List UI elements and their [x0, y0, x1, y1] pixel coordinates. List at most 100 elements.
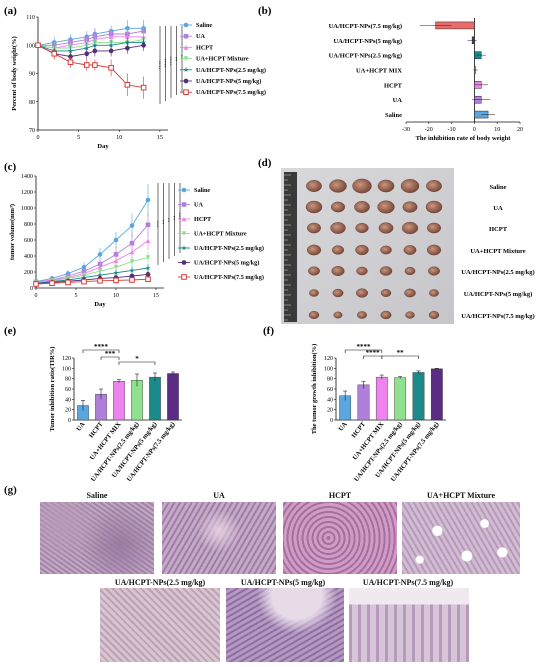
histology-image-hcpt: [283, 502, 397, 574]
histology-image-np75: [349, 588, 469, 662]
panel-label-a: (a): [4, 5, 17, 17]
tumor-specimen: [330, 222, 346, 234]
y-tick-label: 20: [327, 408, 333, 414]
panel-label-e: (e): [4, 325, 17, 337]
panel-d-tumor-photo: Saline UA HCPT UA+HCPT Mixture UA/HCPT-NPs(2…: [281, 168, 535, 324]
y-axis-label: Percent of body weight(%): [11, 36, 18, 110]
panel-label-f: (f): [263, 325, 274, 337]
significance-brackets: **** **** **** ** **: [158, 26, 185, 104]
ruler: [284, 172, 297, 322]
y-axis-label: tumor volume(mm³): [9, 204, 16, 260]
x-tick-label: 10: [116, 135, 122, 141]
data-point: [81, 274, 87, 280]
tumor-specimen: [331, 245, 345, 255]
y-tick-label: 110: [26, 15, 35, 21]
significance-label: ***: [156, 220, 161, 228]
tumor-specimen: [400, 179, 420, 193]
tumor-specimen: [404, 266, 416, 276]
bar: [430, 368, 443, 421]
y-tick-label: 0: [68, 418, 71, 424]
y-tick-label: 100: [26, 43, 35, 49]
y-tick-label: 200: [24, 270, 33, 276]
data-point: [113, 277, 119, 284]
y-tick-label: 70: [29, 128, 35, 134]
data-point: [145, 272, 151, 277]
tumor-specimen: [426, 244, 442, 256]
category-label: HCPT: [88, 420, 105, 439]
legend-entry: UA: [196, 33, 205, 40]
data-point: [108, 48, 114, 54]
histology-image-np25: [100, 588, 220, 662]
hist-label-ua: UA: [213, 491, 225, 500]
data-point: [124, 39, 130, 45]
photo-row-label: UA/HCPT-NPs(7.5 mg/kg): [461, 313, 534, 320]
significance-label: **: [162, 219, 167, 224]
data-point: [145, 222, 151, 228]
y-tick-label: 80: [65, 377, 71, 383]
x-tick-label: -10: [448, 127, 456, 133]
y-tick-label: 600: [24, 238, 33, 244]
tumor-specimen: [354, 201, 370, 213]
category-label: HCPT: [384, 82, 403, 89]
y-tick-label: 60: [65, 387, 71, 393]
bar: [113, 381, 125, 421]
significance-brackets: *** ** ** ** ***: [156, 183, 183, 265]
significance-label: ****: [158, 60, 163, 70]
histology-image-saline: [40, 502, 154, 574]
tumor-specimen: [329, 179, 347, 193]
y-tick-label: 20: [65, 408, 71, 414]
significance-label: ****: [366, 349, 381, 357]
tumor-specimen: [380, 289, 392, 297]
category-label: UA: [75, 421, 86, 433]
y-tick-label: 120: [324, 356, 333, 362]
data-point: [129, 249, 135, 255]
data-point: [129, 277, 135, 283]
significance-label: ***: [178, 212, 183, 220]
bar: [412, 372, 425, 421]
y-tick-label: 100: [324, 366, 333, 372]
y-tick-label: 0: [30, 286, 33, 292]
significance-bracket: [344, 349, 383, 353]
data-point: [113, 264, 119, 270]
data-point: [113, 237, 119, 243]
data-point: [67, 59, 74, 66]
panel-label-g: (g): [4, 484, 17, 496]
histology-image-mixture: [402, 502, 520, 574]
legend-marker: [183, 78, 189, 84]
y-axis-label: The tumor growth inhibition(%): [311, 344, 318, 435]
tumor-specimen: [380, 310, 392, 320]
tumor-specimen: [332, 288, 344, 298]
legend-marker: [183, 33, 189, 39]
panel-a-body-weight-chart: 70 80 90 100 110 0 5 10 15 Day Percent of body wei…: [11, 15, 266, 150]
data-point: [145, 238, 151, 244]
legend-marker: [181, 260, 187, 265]
panel-c-tumor-volume-chart: 0 200 400 600 800 1000 1200 1400 0 5 10 15 Day tumor …: [9, 174, 264, 308]
data-point: [35, 42, 41, 49]
significance-label: ***: [105, 350, 116, 358]
data-point: [108, 65, 114, 71]
bar: [394, 377, 407, 421]
y-tick-label: 60: [327, 387, 333, 393]
series-line: [38, 30, 144, 46]
panel-label-d: (d): [258, 157, 272, 169]
tumor-specimen: [377, 179, 395, 193]
legend-entry: HCPT: [196, 44, 214, 51]
legend-marker: [181, 187, 187, 193]
tumor-specimen: [307, 222, 321, 234]
x-tick-label: 10: [494, 127, 500, 133]
tumor-specimen: [308, 266, 320, 276]
series-line: [35, 199, 149, 283]
tumor-specimen: [429, 289, 439, 297]
data-point: [145, 197, 151, 203]
tumor-specimen: [355, 223, 369, 233]
significance-label: ****: [357, 343, 372, 351]
y-tick-label: 120: [62, 356, 71, 362]
hist-label-saline: Saline: [86, 491, 108, 500]
y-tick-label: 800: [24, 222, 33, 228]
tumor-specimen: [428, 266, 440, 276]
data-point: [81, 278, 87, 285]
legend: Saline UA HCPT UA+HCPT Mixture UA/HCPT-NPs(2…: [180, 22, 266, 96]
y-tick-label: 100: [62, 366, 71, 372]
tumor-specimen: [356, 266, 368, 276]
y-tick-label: 0: [330, 418, 333, 424]
